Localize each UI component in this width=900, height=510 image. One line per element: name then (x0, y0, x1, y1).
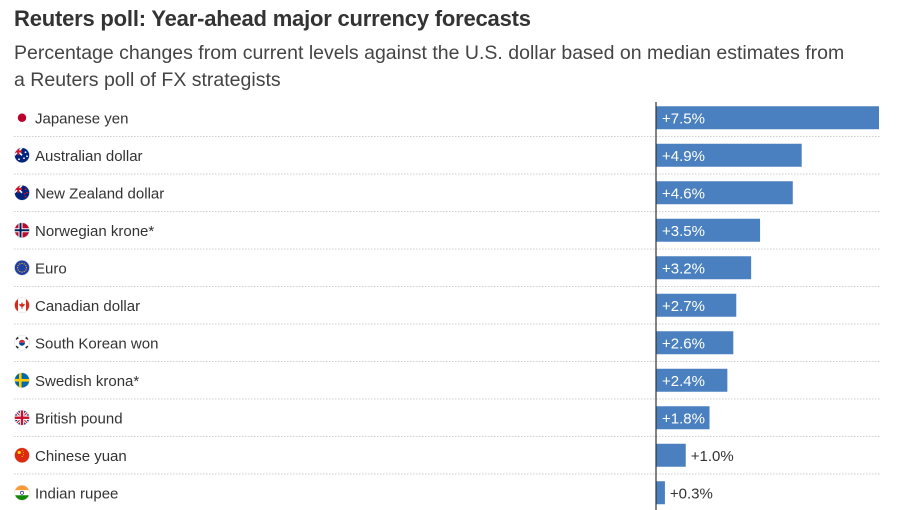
bar (656, 331, 734, 355)
chart-subtitle: Percentage changes from current levels a… (14, 42, 845, 91)
value-label: +3.2% (662, 260, 705, 277)
category-label: British pound (35, 410, 123, 427)
category-label: Chinese yuan (35, 448, 127, 465)
value-label: +2.7% (662, 298, 705, 315)
bar (656, 181, 793, 205)
india-flag-icon (14, 484, 30, 501)
new-zealand-flag-icon (14, 184, 30, 201)
category-label: Euro (35, 260, 67, 277)
category-label: Japanese yen (35, 110, 128, 127)
chart-row: Norwegian krone* +3.5% (14, 218, 880, 250)
chart-row: Euro +3.2% (14, 256, 880, 287)
chart-row: New Zealand dollar +4.6% (14, 181, 880, 212)
value-label: +2.6% (662, 335, 705, 352)
japan-flag-icon (17, 113, 27, 122)
chart-row: Swedish krona* +2.4% (14, 368, 880, 400)
category-label: South Korean won (35, 335, 158, 352)
category-label: Canadian dollar (35, 298, 140, 315)
value-label: +0.3% (670, 485, 713, 502)
uk-flag-icon (14, 409, 30, 426)
chart-row: Chinese yuan +1.0% (14, 443, 880, 475)
bar (656, 256, 752, 280)
bar (656, 368, 728, 392)
china-flag-icon (14, 447, 30, 464)
value-label: +7.5% (662, 110, 705, 127)
bar (656, 218, 761, 242)
bar (656, 293, 737, 317)
value-label: +4.6% (662, 185, 705, 202)
category-label: New Zealand dollar (35, 185, 164, 202)
chart-row: Canadian dollar +2.7% (14, 293, 880, 325)
chart-row: Japanese yen +7.5% (14, 106, 880, 137)
category-label: Swedish krona* (35, 373, 139, 390)
value-label: +1.0% (691, 448, 734, 465)
value-label: +4.9% (662, 148, 705, 165)
chart-row: Indian rupee +0.3% (14, 481, 713, 505)
eu-flag-icon (14, 259, 30, 276)
bar (656, 481, 665, 505)
bar (656, 406, 710, 430)
bar (656, 143, 802, 167)
chart-row: British pound +1.8% (14, 406, 880, 437)
australia-flag-icon (14, 147, 30, 164)
sweden-flag-icon (14, 372, 30, 389)
value-label: +3.5% (662, 223, 705, 240)
bar (656, 106, 879, 130)
value-label: +1.8% (662, 410, 705, 427)
chart-row: Australian dollar +4.9% (14, 143, 880, 175)
norway-flag-icon (14, 222, 30, 239)
category-label: Indian rupee (35, 485, 118, 502)
canada-flag-icon (14, 297, 30, 314)
bar (656, 443, 686, 467)
chart-title: Reuters poll: Year-ahead major currency … (14, 6, 531, 31)
category-label: Australian dollar (35, 148, 143, 165)
south-korea-flag-icon (14, 334, 30, 351)
value-label: +2.4% (662, 373, 705, 390)
chart-row: South Korean won +2.6% (14, 331, 880, 362)
category-label: Norwegian krone* (35, 223, 154, 240)
